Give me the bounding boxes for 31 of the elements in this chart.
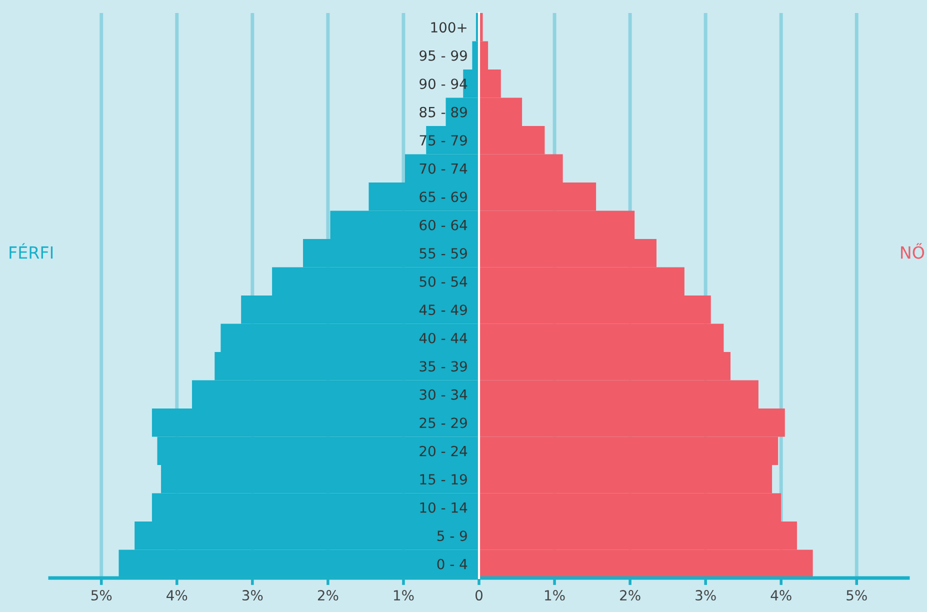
y-tick-label: 5 - 9 — [437, 530, 467, 542]
y-tick-label: 95 - 99 — [420, 50, 467, 61]
y-tick-label: 45 - 49 — [419, 304, 467, 316]
x-tick-label: 3% — [242, 590, 263, 601]
y-tick-label: 85 - 89 — [420, 106, 467, 118]
y-tick-label: 20 - 24 — [420, 446, 468, 456]
x-tick-label: 2% — [620, 590, 640, 601]
x-tick-label: 3% — [696, 590, 716, 601]
x-tick-label: 4% — [166, 590, 188, 601]
x-tick-label: 1% — [545, 590, 565, 601]
x-tick-label: 4% — [770, 590, 792, 601]
y-tick-label: 65 - 69 — [420, 192, 467, 202]
x-tick-label: 5% — [91, 590, 112, 601]
y-tick-label: 70 - 74 — [420, 163, 468, 174]
y-tick-label: 10 - 14 — [420, 502, 468, 513]
y-tick-label: 0 - 4 — [437, 558, 468, 570]
y-tick-label: 30 - 34 — [420, 389, 468, 400]
y-tick-label: 60 - 64 — [420, 220, 468, 230]
y-tick-label: 55 - 59 — [420, 248, 467, 259]
x-tick-label: 2% — [318, 590, 338, 601]
y-tick-label: 40 - 44 — [419, 332, 468, 344]
y-tick-label: 100+ — [431, 22, 466, 33]
y-tick-label: 15 - 19 — [420, 474, 467, 485]
text: NŐ — [901, 243, 924, 259]
y-tick-label: 35 - 39 — [420, 361, 467, 372]
y-tick-label: 50 - 54 — [420, 276, 468, 287]
y-tick-label: 25 - 29 — [420, 418, 467, 428]
text: FÉRFI — [10, 243, 53, 259]
x-tick-label: 5% — [846, 590, 867, 601]
x-tick-label: 1% — [394, 590, 414, 601]
x-tick-label: 0 — [475, 590, 482, 601]
